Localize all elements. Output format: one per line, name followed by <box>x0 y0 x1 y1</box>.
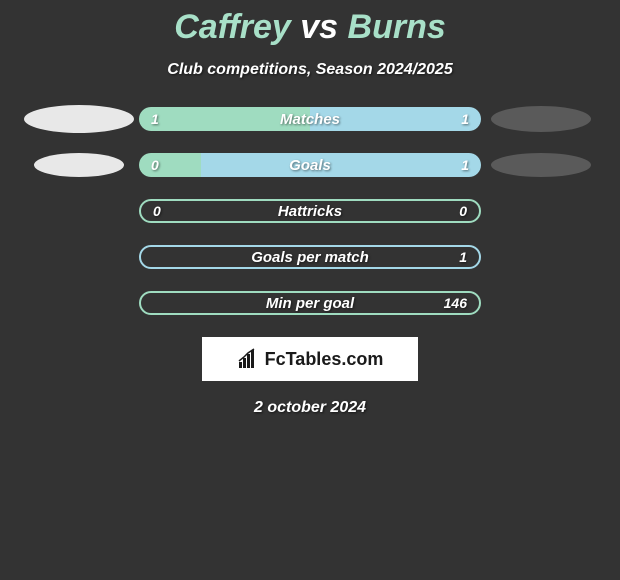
stat-rows: 11Matches01Goals00Hattricks1Goals per ma… <box>0 107 620 315</box>
left-ellipse <box>24 105 134 133</box>
stat-row: 11Matches <box>0 107 620 131</box>
left-ellipse-slot <box>19 153 139 177</box>
stat-row: 0 0Hattricks <box>0 199 620 223</box>
bar-fill-right <box>310 107 481 131</box>
stat-label: Min per goal <box>141 293 479 313</box>
stat-label: Goals per match <box>141 247 479 267</box>
left-value: 0 <box>151 153 159 177</box>
right-value: 1 <box>459 247 467 267</box>
right-ellipse <box>491 106 591 132</box>
right-value: 146 <box>444 293 467 313</box>
vs-text: vs <box>300 8 338 46</box>
left-value: 0 <box>153 201 161 221</box>
right-value: 1 <box>461 107 469 131</box>
stat-bar: 146Min per goal <box>139 291 481 315</box>
player1-name: Caffrey <box>174 8 291 46</box>
left-ellipse-slot <box>19 105 139 133</box>
bar-fill-left <box>139 107 310 131</box>
stat-label: Hattricks <box>141 201 479 221</box>
comparison-title: Caffrey vs Burns <box>0 0 620 51</box>
subtitle: Club competitions, Season 2024/2025 <box>0 61 620 79</box>
right-ellipse-slot <box>481 106 601 132</box>
stat-bar: 1Goals per match <box>139 245 481 269</box>
bar-fill-left <box>139 153 201 177</box>
right-value: 1 <box>461 153 469 177</box>
logo-text: FcTables.com <box>265 349 384 370</box>
date-text: 2 october 2024 <box>0 399 620 417</box>
stat-bar: 11Matches <box>139 107 481 131</box>
left-value: 1 <box>151 107 159 131</box>
stat-row: 1Goals per match <box>0 245 620 269</box>
bar-fill-right <box>201 153 481 177</box>
player2-name: Burns <box>348 8 446 46</box>
right-ellipse <box>491 153 591 177</box>
right-ellipse-slot <box>481 153 601 177</box>
logo-box[interactable]: FcTables.com <box>202 337 418 381</box>
fctables-icon <box>237 348 259 370</box>
stat-row: 146Min per goal <box>0 291 620 315</box>
right-value: 0 <box>459 201 467 221</box>
stat-bar: 01Goals <box>139 153 481 177</box>
left-ellipse <box>34 153 124 177</box>
stat-bar: 0 0Hattricks <box>139 199 481 223</box>
stat-row: 01Goals <box>0 153 620 177</box>
